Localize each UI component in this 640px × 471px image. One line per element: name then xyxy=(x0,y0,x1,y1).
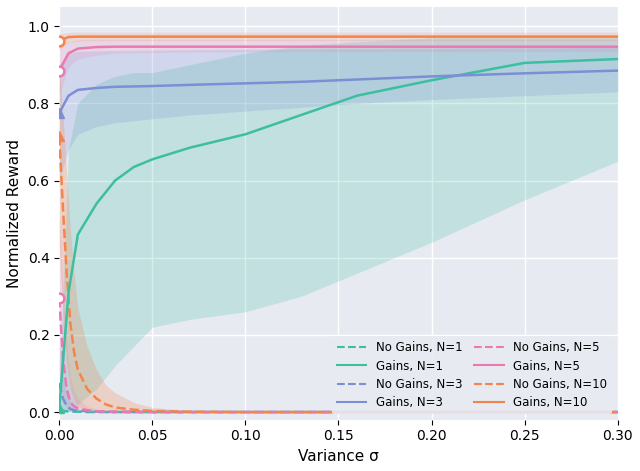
Legend: No Gains, N=1, Gains, N=1, No Gains, N=3, Gains, N=3, No Gains, N=5, Gains, N=5,: No Gains, N=1, Gains, N=1, No Gains, N=3… xyxy=(332,336,612,414)
Y-axis label: Normalized Reward: Normalized Reward xyxy=(7,139,22,288)
X-axis label: Variance σ: Variance σ xyxy=(298,449,379,464)
